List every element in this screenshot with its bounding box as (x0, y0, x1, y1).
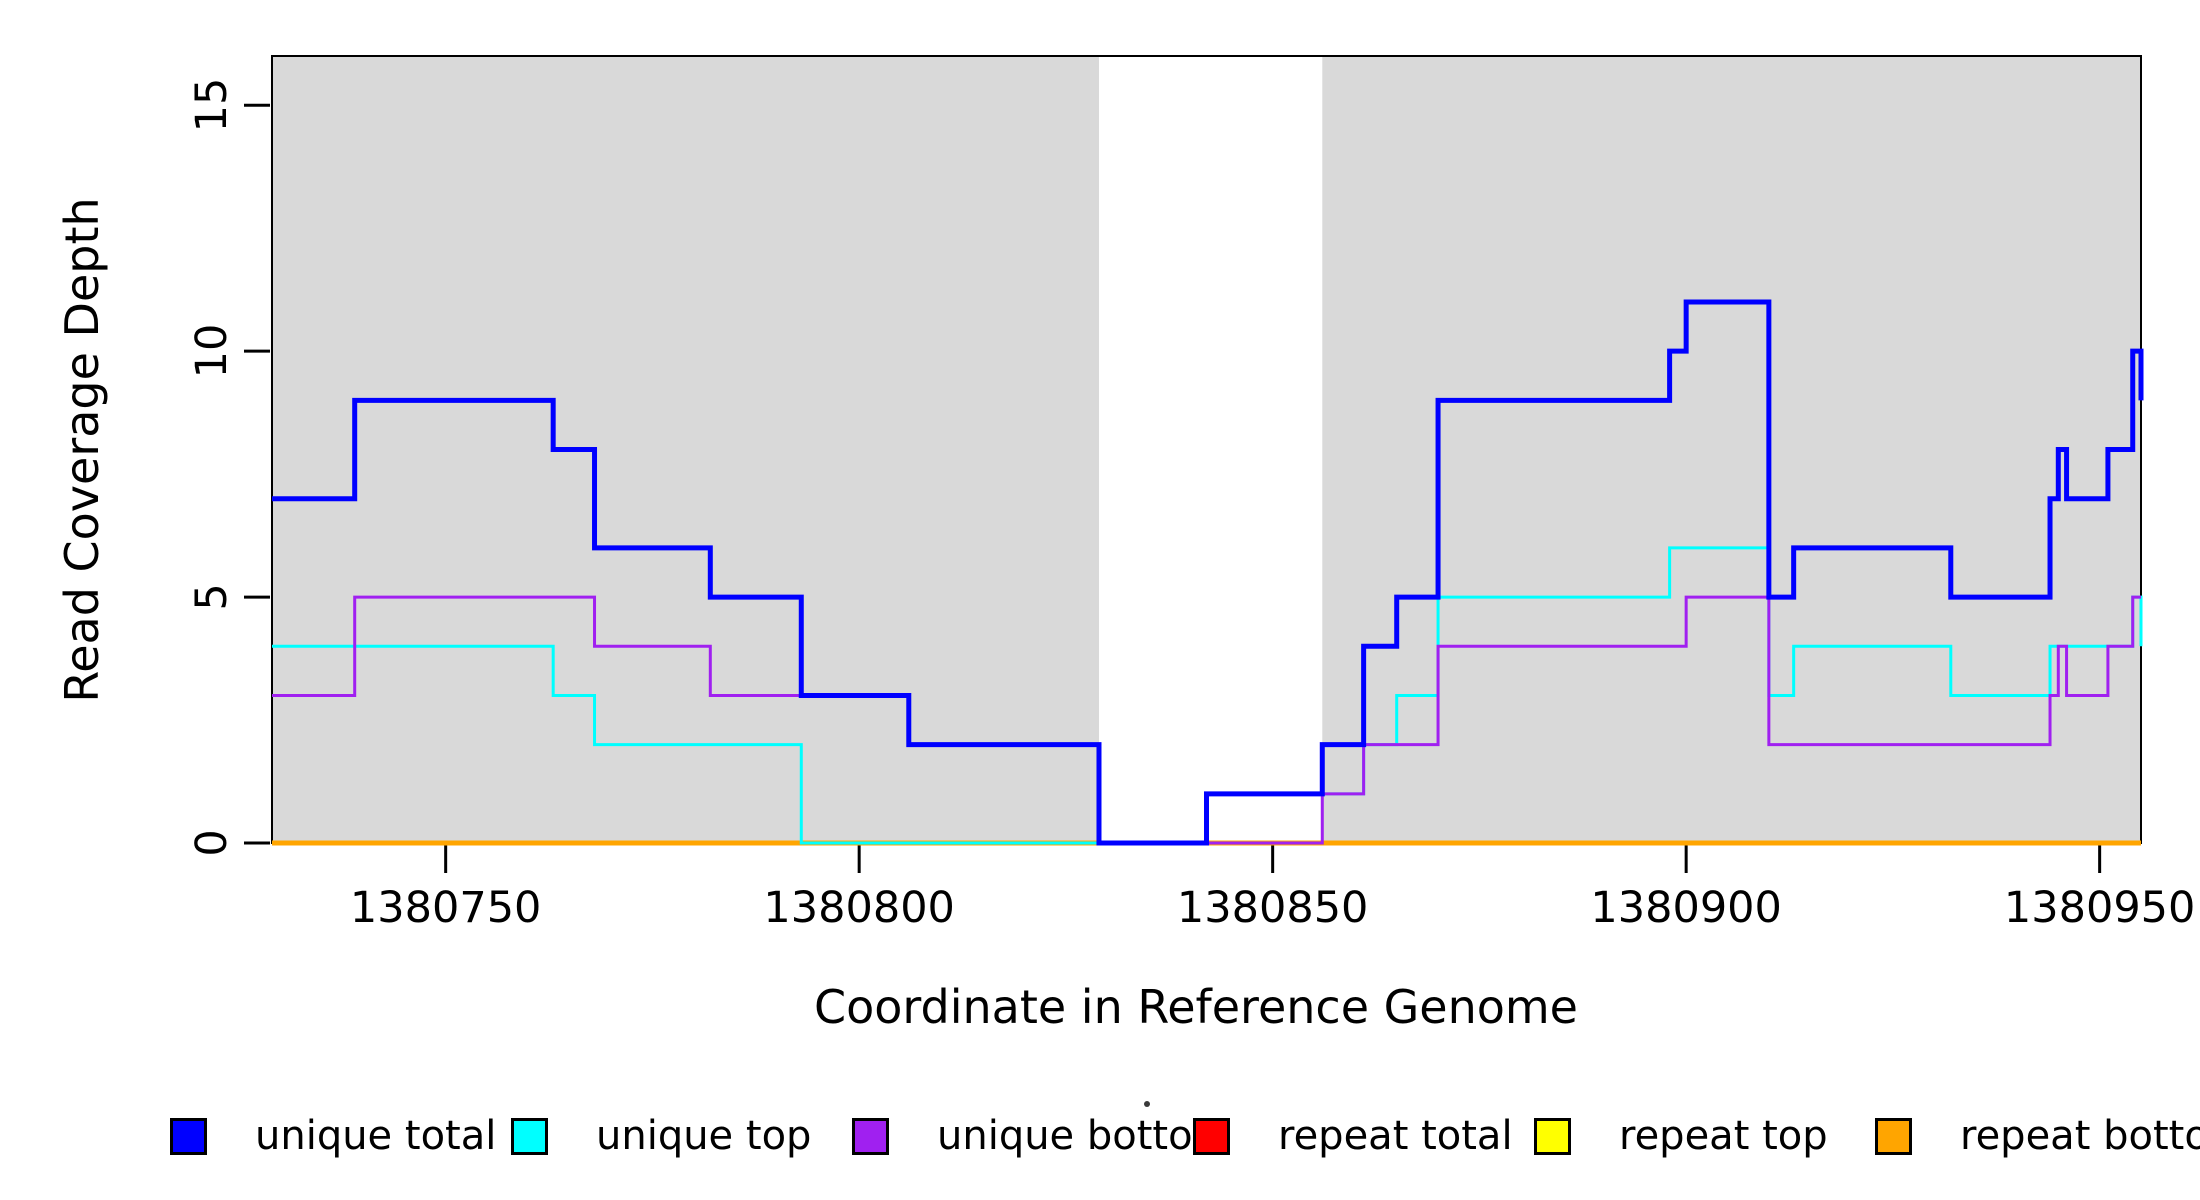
y-tick-label-0: 0 (187, 829, 237, 857)
unique-region-shading-2 (1322, 56, 2141, 843)
legend-label: unique bottom (937, 1113, 1232, 1159)
legend-swatch-unique-total (170, 1117, 207, 1155)
legend-swatch-repeat-top (1534, 1117, 1571, 1155)
x-tick-label-1380750: 1380750 (349, 883, 542, 933)
legend-label: repeat bottom (1960, 1113, 2200, 1159)
legend-item-repeat-bottom: repeat bottom (1875, 1113, 2200, 1159)
legend-item-unique-total: unique total (170, 1113, 496, 1159)
y-tick-label-15: 15 (187, 77, 237, 133)
legend-label: repeat top (1619, 1113, 1828, 1159)
legend-label: unique top (596, 1113, 812, 1159)
legend-item-unique-bottom: unique bottom (852, 1113, 1232, 1159)
legend-label: unique total (255, 1113, 497, 1159)
legend-item-repeat-total: repeat total (1193, 1113, 1513, 1159)
x-tick-label-1380900: 1380900 (1590, 883, 1782, 933)
y-tick-label-5: 5 (187, 583, 237, 611)
x-tick-label-1380950: 1380950 (2003, 883, 2196, 933)
legend-swatch-repeat-total (1193, 1117, 1230, 1155)
legend-item-repeat-top: repeat top (1534, 1113, 1828, 1159)
unique-region-shading-1 (272, 56, 1099, 843)
legend-swatch-repeat-bottom (1875, 1117, 1912, 1155)
x-tick-label-1380800: 1380800 (763, 883, 955, 933)
legend-item-unique-top: unique top (511, 1113, 811, 1159)
series-line-unique-bottom (272, 595, 2141, 845)
legend-swatch-unique-top (511, 1117, 548, 1155)
y-axis-title: Read Coverage Depth (55, 197, 109, 703)
series-line-unique-total (272, 299, 2144, 846)
legend-label: repeat total (1278, 1113, 1513, 1159)
y-tick-label-10: 10 (187, 323, 237, 379)
stray-dot (1144, 1101, 1150, 1107)
legend-swatch-unique-bottom (852, 1117, 889, 1155)
x-axis-title: Coordinate in Reference Genome (814, 980, 1578, 1034)
x-tick-label-1380850: 1380850 (1176, 883, 1369, 933)
